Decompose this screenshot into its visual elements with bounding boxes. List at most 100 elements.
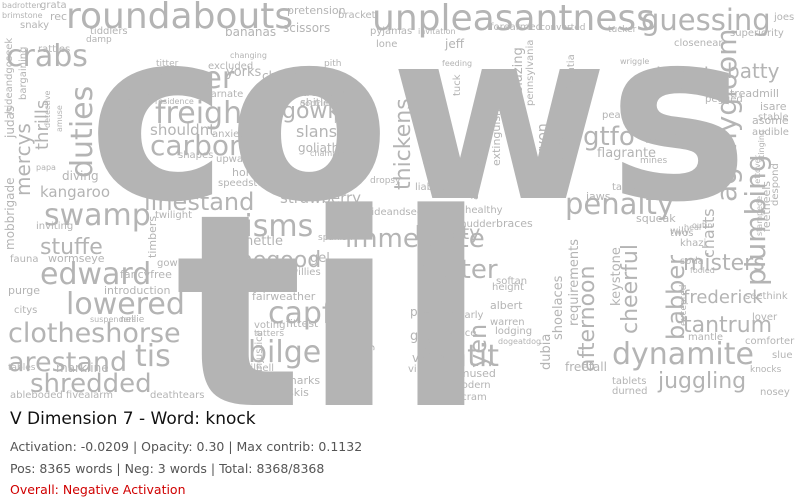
word-fauna: fauna xyxy=(10,254,38,265)
word-ftp: ftp xyxy=(365,147,374,158)
word-twilight: twilight xyxy=(155,210,192,221)
word-judas: judas xyxy=(3,106,17,139)
word-freight: freight xyxy=(155,96,254,131)
word-flagrante: flagrante xyxy=(597,146,656,161)
word-dropsy: dropsy xyxy=(370,176,401,186)
word-wormwood: wormwood xyxy=(645,136,689,145)
word-pinkblue: pinkblue xyxy=(423,131,433,170)
word-thrills: thrills xyxy=(32,100,53,150)
word-tantrum: tantrum xyxy=(683,313,772,338)
word-suspenders: suspenders xyxy=(90,315,136,324)
word-joseph: joseph xyxy=(655,64,715,85)
word-chatts: chatts xyxy=(699,208,718,258)
word-tables: tables xyxy=(8,363,36,373)
word-invitation: invitation xyxy=(418,27,456,36)
word-lowered: lowered xyxy=(66,287,185,322)
word-warren: warren xyxy=(490,317,525,328)
word-height: height xyxy=(492,282,524,293)
word-strawberry: strawberry xyxy=(280,189,361,207)
word-wriggle: wriggle xyxy=(620,57,649,66)
word-pennsylvania: pennsylvania xyxy=(525,40,536,106)
word-juggling: juggling xyxy=(657,369,746,394)
word-duties: duties xyxy=(65,86,100,178)
word-bleeds: bleeds xyxy=(322,87,348,96)
word-frederick: frederick xyxy=(683,287,763,308)
word-vessel: vessel xyxy=(412,351,450,365)
word-speedsteam: speedsteam xyxy=(218,178,279,189)
word-shitless: shitless xyxy=(300,96,342,109)
word-converted: converted xyxy=(540,23,586,33)
word-pegged: pegged xyxy=(705,94,743,105)
word-gowk: gowk xyxy=(282,99,340,124)
word-blighty: blighty xyxy=(415,222,480,244)
word-knocks: knocks xyxy=(750,365,782,375)
word-khazi: khazi xyxy=(680,238,706,249)
word-afternoon: afternoon xyxy=(575,266,600,372)
word-shudder: shudder xyxy=(455,219,497,230)
word-feeding: feeding xyxy=(442,59,472,68)
word-shoelaces: shoelaces xyxy=(551,275,566,340)
word-chattels: chattels xyxy=(262,69,310,83)
word-lone: lone xyxy=(376,39,397,50)
word-fairweather: fairweather xyxy=(252,290,316,303)
word-cows: cows xyxy=(88,0,749,254)
word-wily: wily xyxy=(670,226,690,237)
word-wormseye: wormseye xyxy=(48,252,105,265)
word-bracket: bracket xyxy=(338,10,376,21)
word-linestand: linestand xyxy=(144,188,254,216)
word-betters: betters xyxy=(145,87,181,98)
word-tablets: tablets xyxy=(612,376,646,387)
word-asome: asome xyxy=(752,114,789,127)
word-mantle: mantle xyxy=(688,332,723,343)
word-gown: gown xyxy=(157,258,184,269)
word-understood: understood xyxy=(285,85,359,100)
word-leftover: leftover xyxy=(753,154,762,186)
word-injustice: injustice xyxy=(254,330,265,372)
word-yen: yen xyxy=(464,324,492,368)
word-bilge: bilge xyxy=(248,335,321,370)
word-til: til xyxy=(175,157,487,405)
word-stable: stable xyxy=(758,112,789,123)
word-badrotten: badrotten xyxy=(2,1,41,10)
word-thitheryon: thitheryon xyxy=(535,123,551,196)
word-goliath: goliath xyxy=(298,141,339,155)
word-soda: soda xyxy=(680,256,704,267)
word-comforter: comforter xyxy=(745,336,795,347)
word-outin: outin xyxy=(692,221,712,230)
word-healthy: healthy xyxy=(465,205,503,216)
word-babber: babber xyxy=(662,255,690,340)
word-rattles: rattles xyxy=(38,44,70,55)
word-willies: willies xyxy=(290,267,321,278)
word-dogeatdog: dogeatdog xyxy=(498,337,541,346)
word-albert: albert xyxy=(490,299,523,312)
word-crabs: crabs xyxy=(6,39,88,74)
word-feetheels: feetheels xyxy=(760,181,773,232)
word-braces: braces xyxy=(496,217,533,230)
word-nettle: nettle xyxy=(245,234,283,249)
word-blazing: blazing xyxy=(511,47,526,94)
word-vino: vino xyxy=(408,364,429,375)
word-nonce: nonce xyxy=(446,328,476,339)
word-roundabouts: roundabouts xyxy=(66,0,293,37)
word-deathtears: deathtears xyxy=(150,390,204,401)
word-brimstone: brimstone xyxy=(2,11,43,20)
word-misters: misters xyxy=(683,251,765,276)
word-bargaining: bargaining xyxy=(18,47,29,100)
word-spanish: spanish xyxy=(318,233,353,243)
word-fittest: fittest xyxy=(286,317,319,330)
word-lodging: lodging xyxy=(495,326,532,337)
word-stuffe: stuffe xyxy=(40,235,103,260)
word-durned: durned xyxy=(612,386,647,397)
word-batter: batter xyxy=(418,255,498,285)
word-shouldnt: shouldnt xyxy=(150,121,215,139)
word-isare: isare xyxy=(760,100,787,113)
word-hidenseek: hideandgoseek xyxy=(4,38,15,114)
word-freefall: freefall xyxy=(565,360,607,374)
word-holidays: holidays xyxy=(334,115,376,126)
word-papa: papa xyxy=(36,163,56,172)
word-closenear: closenear xyxy=(674,38,723,49)
word-incarnate: incarnate xyxy=(196,89,243,100)
word-devilhell: devilhell xyxy=(232,363,274,374)
word-softan: softan xyxy=(496,276,527,287)
word-rec: rec xyxy=(50,10,67,23)
